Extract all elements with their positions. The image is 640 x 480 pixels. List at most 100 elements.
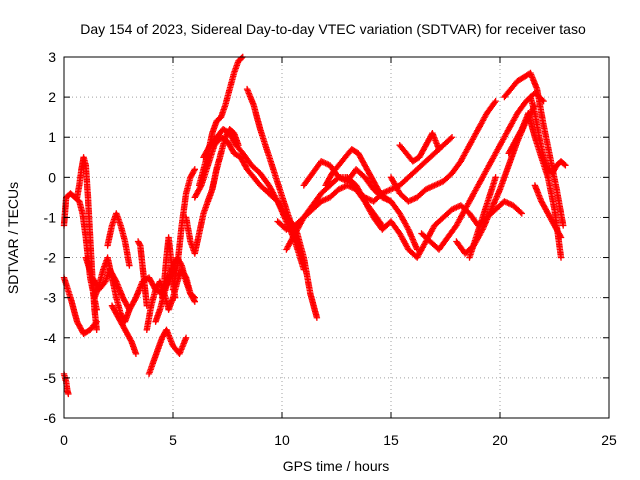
data-point-marker — [561, 161, 568, 168]
data-point-marker — [435, 180, 443, 187]
series-arc-33 — [527, 93, 569, 177]
data-point-marker — [450, 205, 457, 212]
data-point-marker — [447, 135, 454, 142]
data-point-marker — [489, 201, 497, 209]
data-point-marker — [274, 198, 281, 205]
data-point-marker — [560, 222, 567, 229]
data-point-marker — [501, 198, 508, 205]
series-arc-19 — [204, 126, 242, 205]
data-point-marker — [384, 187, 392, 194]
series-arc-25 — [344, 174, 525, 261]
data-point-marker — [127, 337, 135, 344]
data-point-marker — [518, 210, 525, 217]
x-tick-label: 10 — [274, 432, 290, 448]
data-point-marker — [413, 244, 420, 252]
data-point-marker — [492, 174, 499, 181]
series-arc-8 — [108, 302, 140, 358]
y-tick-label: -5 — [44, 370, 57, 386]
tick-marks — [63, 56, 610, 419]
data-point-marker — [448, 134, 456, 141]
data-point-marker — [132, 350, 140, 358]
data-point-marker — [407, 232, 415, 239]
data-point-marker — [341, 183, 348, 190]
data-point-marker — [386, 197, 393, 204]
data-point-marker — [492, 97, 499, 105]
x-tick-label: 5 — [169, 432, 177, 448]
y-tick-label: 0 — [48, 169, 56, 185]
series-arc-17 — [196, 53, 246, 189]
series-arc-7 — [104, 210, 133, 269]
data-point-marker — [300, 266, 307, 273]
y-tick-label: -4 — [44, 330, 57, 346]
chart-title: Day 154 of 2023, Sidereal Day-to-day VTE… — [80, 21, 586, 37]
data-point-marker — [504, 199, 511, 206]
series-arc-2 — [60, 370, 72, 398]
x-tick-labels: 0 5 10 15 20 25 — [60, 432, 617, 448]
y-tick-label: 3 — [48, 49, 56, 65]
series-arc-30 — [466, 174, 499, 261]
data-point-marker — [191, 294, 198, 301]
x-axis-label: GPS time / hours — [283, 458, 390, 474]
series-arc-4 — [73, 154, 100, 333]
data-point-marker — [283, 226, 290, 233]
data-point-marker — [491, 99, 498, 106]
x-tick-label: 0 — [60, 432, 68, 448]
series-arc-13 — [158, 234, 179, 301]
x-tick-label: 25 — [601, 432, 617, 448]
grid-lines — [64, 57, 609, 418]
data-point-marker — [435, 146, 443, 153]
data-point-marker — [335, 174, 342, 181]
data-point-marker — [171, 294, 179, 301]
data-point-marker — [422, 186, 430, 193]
data-point-marker — [238, 54, 245, 62]
data-point-marker — [405, 226, 412, 233]
data-point-marker — [486, 209, 494, 216]
data-point-marker — [190, 167, 198, 174]
series-arc-9 — [134, 238, 151, 309]
y-tick-label: -6 — [44, 410, 57, 426]
y-tick-labels: -6 -5 -4 -3 -2 -1 0 1 2 3 — [44, 49, 57, 426]
series-arc-28 — [418, 89, 547, 253]
series-arc-11 — [145, 326, 190, 378]
data-point-marker — [190, 293, 197, 300]
data-point-marker — [289, 223, 296, 230]
data-point-marker — [428, 183, 435, 190]
series-arc-34 — [531, 182, 565, 241]
y-tick-label: 2 — [48, 89, 56, 105]
series-arc-27 — [396, 130, 443, 165]
series-arc-31 — [501, 69, 567, 229]
data-point-marker — [562, 162, 569, 169]
x-tick-label: 15 — [383, 432, 399, 448]
data-point-marker — [432, 181, 440, 188]
data-point-marker — [191, 166, 198, 173]
data-point-marker — [410, 239, 418, 246]
data-point-marker — [182, 334, 190, 341]
series-arc-14 — [169, 166, 198, 293]
data-point-marker — [517, 209, 524, 216]
series-arc-26 — [387, 97, 499, 205]
data-point-marker — [557, 254, 565, 261]
data-point-marker — [296, 242, 303, 249]
series-marks — [60, 53, 569, 398]
series-arc-24 — [322, 146, 395, 205]
y-axis-label: SDTVAR / TECUs — [5, 182, 21, 294]
data-point-marker — [557, 234, 565, 241]
data-point-marker — [126, 306, 133, 313]
data-point-marker — [557, 233, 564, 240]
data-point-marker — [335, 186, 342, 193]
data-point-marker — [65, 390, 72, 398]
data-point-marker — [132, 295, 139, 303]
plot-frame — [63, 56, 610, 419]
data-point-marker — [126, 262, 133, 269]
y-tick-label: -2 — [44, 250, 57, 266]
x-tick-label: 20 — [492, 432, 508, 448]
y-tick-label: 1 — [48, 129, 56, 145]
data-point-marker — [387, 198, 395, 205]
y-tick-label: -1 — [44, 209, 57, 225]
data-point-marker — [313, 314, 321, 321]
data-point-marker — [93, 326, 100, 333]
data-point-marker — [235, 142, 242, 149]
data-point-marker — [517, 127, 525, 134]
data-point-marker — [136, 241, 143, 248]
